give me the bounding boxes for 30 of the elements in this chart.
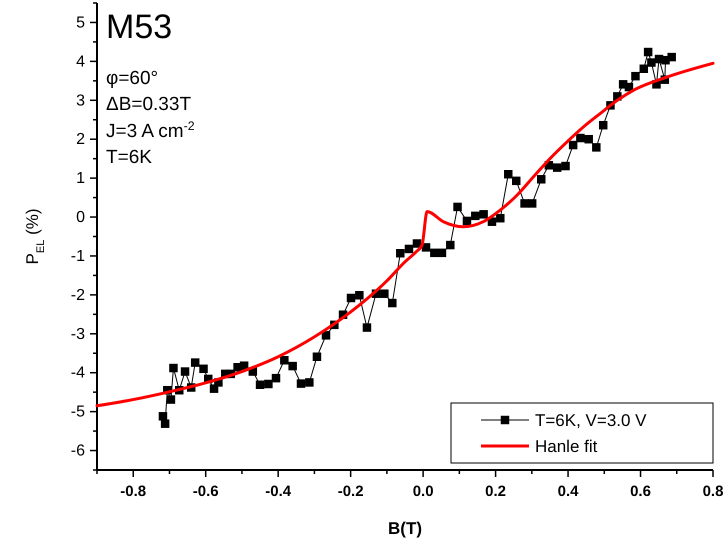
y-tick-label: -4	[70, 364, 86, 382]
x-axis-title: B(T)	[388, 519, 422, 538]
y-tick-label: 1	[76, 170, 86, 188]
y-tick-label: 0	[76, 209, 86, 226]
x-tick-label: 0.8	[702, 483, 724, 500]
y-tick-label: -3	[70, 326, 86, 343]
y-tick-label: -2	[70, 286, 86, 304]
y-tick-label: 4	[76, 53, 86, 70]
x-tick-label: -0.6	[192, 483, 219, 500]
x-tick-label: 0.4	[558, 483, 580, 500]
y-tick-label: 3	[76, 92, 86, 110]
x-tick-label: -0.4	[265, 483, 292, 500]
x-tick-label: -0.2	[338, 483, 364, 500]
x-tick-label: 0.2	[485, 483, 506, 500]
y-tick-label: 2	[76, 131, 86, 148]
y-tick-label: 5	[76, 14, 86, 32]
x-tick-label: -0.8	[120, 483, 146, 500]
annotation: M53	[106, 8, 172, 46]
legend-label: Hanle fit	[535, 437, 598, 456]
annotation: φ=60°	[106, 68, 158, 89]
annotation: ΔB=0.33T	[106, 94, 192, 115]
y-tick-label: -1	[70, 248, 86, 265]
annotation: T=6K	[106, 147, 152, 168]
legend-label: T=6K, V=3.0 V	[535, 411, 648, 430]
y-tick-label: -6	[70, 442, 86, 460]
line-series	[96, 62, 714, 408]
y-tick-label: -5	[70, 404, 86, 421]
annotation: J=3 A cm$^{-2}$	[106, 119, 195, 142]
x-tick-label: 0.0	[412, 483, 434, 500]
x-tick-label: 0.6	[630, 483, 651, 500]
